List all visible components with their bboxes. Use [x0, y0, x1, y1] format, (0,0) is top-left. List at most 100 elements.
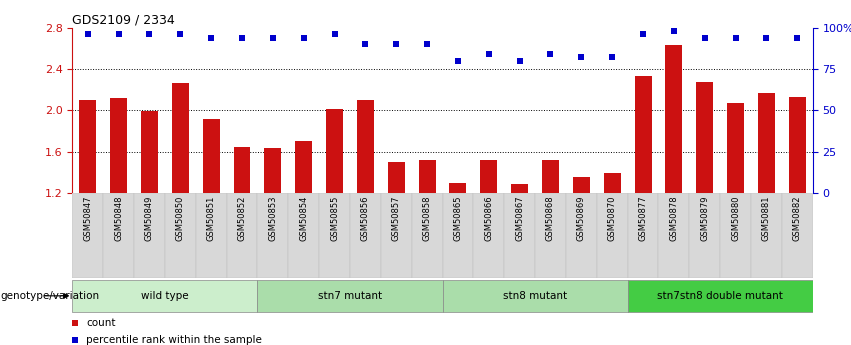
Bar [141, 111, 158, 193]
Bar [627, 193, 659, 278]
Bar [419, 160, 436, 193]
Point [81, 31, 94, 37]
Text: GSM50858: GSM50858 [423, 196, 431, 241]
Text: GSM50881: GSM50881 [762, 196, 771, 241]
Bar [257, 193, 288, 278]
Text: GSM50866: GSM50866 [484, 196, 494, 242]
Bar [627, 279, 813, 312]
Point [328, 31, 341, 37]
Point [574, 55, 588, 60]
Point [266, 35, 280, 40]
Point [513, 58, 527, 63]
Text: GSM50869: GSM50869 [577, 196, 585, 241]
Bar [288, 193, 319, 278]
Bar [758, 93, 775, 193]
Text: GSM50855: GSM50855 [330, 196, 339, 241]
Bar [511, 184, 528, 193]
Point [482, 51, 495, 57]
Text: GSM50850: GSM50850 [176, 196, 185, 241]
Text: GSM50879: GSM50879 [700, 196, 709, 241]
Bar [542, 160, 559, 193]
Text: stn7stn8 double mutant: stn7stn8 double mutant [657, 291, 783, 301]
Bar [265, 148, 282, 193]
Bar [412, 193, 443, 278]
Bar [79, 100, 96, 193]
Bar [480, 160, 497, 193]
Bar [727, 103, 744, 193]
Bar [789, 97, 806, 193]
Point [390, 41, 403, 47]
Text: stn7 mutant: stn7 mutant [318, 291, 382, 301]
Bar [233, 147, 250, 193]
Bar [504, 193, 535, 278]
Bar [172, 83, 189, 193]
Text: GSM50854: GSM50854 [300, 196, 308, 241]
Bar [72, 279, 257, 312]
Bar [603, 172, 620, 193]
Text: GSM50877: GSM50877 [638, 196, 648, 242]
Text: wild type: wild type [141, 291, 189, 301]
Text: GSM50847: GSM50847 [83, 196, 92, 241]
Bar [350, 193, 380, 278]
Point [111, 31, 125, 37]
Text: GSM50868: GSM50868 [546, 196, 555, 242]
Bar [689, 193, 720, 278]
Bar [72, 193, 103, 278]
Point [698, 35, 711, 40]
Bar [103, 193, 134, 278]
Bar [782, 193, 813, 278]
Bar [134, 193, 165, 278]
Point [143, 31, 157, 37]
Point [235, 35, 248, 40]
Text: GSM50852: GSM50852 [237, 196, 247, 241]
Text: GSM50856: GSM50856 [361, 196, 370, 241]
Point [791, 35, 804, 40]
Bar [665, 45, 683, 193]
Text: GSM50857: GSM50857 [391, 196, 401, 241]
Point [204, 35, 218, 40]
Point [297, 35, 311, 40]
Text: count: count [86, 318, 116, 328]
Bar [443, 279, 627, 312]
Text: stn8 mutant: stn8 mutant [503, 291, 567, 301]
Bar [295, 141, 312, 193]
Text: GSM50882: GSM50882 [793, 196, 802, 241]
Bar [165, 193, 196, 278]
Bar [696, 82, 713, 193]
Bar [659, 193, 689, 278]
Bar [720, 193, 751, 278]
Text: GSM50878: GSM50878 [670, 196, 678, 242]
Bar [573, 177, 590, 193]
Bar [449, 183, 466, 193]
Bar [226, 193, 257, 278]
Bar [388, 162, 405, 193]
Point [174, 31, 187, 37]
Point [760, 35, 774, 40]
Bar [566, 193, 597, 278]
Text: GSM50849: GSM50849 [145, 196, 154, 241]
Point [637, 31, 650, 37]
Text: GDS2109 / 2334: GDS2109 / 2334 [72, 13, 175, 27]
Text: GSM50870: GSM50870 [608, 196, 617, 241]
Bar [357, 100, 374, 193]
Text: percentile rank within the sample: percentile rank within the sample [86, 335, 262, 345]
Text: GSM50880: GSM50880 [731, 196, 740, 241]
Bar [535, 193, 566, 278]
Text: GSM50851: GSM50851 [207, 196, 215, 241]
Point [488, 284, 502, 290]
Point [728, 35, 742, 40]
Point [667, 28, 681, 34]
Point [358, 41, 372, 47]
Bar [751, 193, 782, 278]
Point [420, 41, 434, 47]
Bar [635, 76, 652, 193]
Bar [380, 193, 412, 278]
Text: GSM50865: GSM50865 [454, 196, 462, 241]
Bar [473, 193, 504, 278]
Point [544, 51, 557, 57]
Bar [110, 98, 127, 193]
Bar [443, 193, 473, 278]
Text: GSM50867: GSM50867 [515, 196, 524, 242]
Text: GSM50853: GSM50853 [268, 196, 277, 241]
Text: genotype/variation: genotype/variation [0, 291, 99, 301]
